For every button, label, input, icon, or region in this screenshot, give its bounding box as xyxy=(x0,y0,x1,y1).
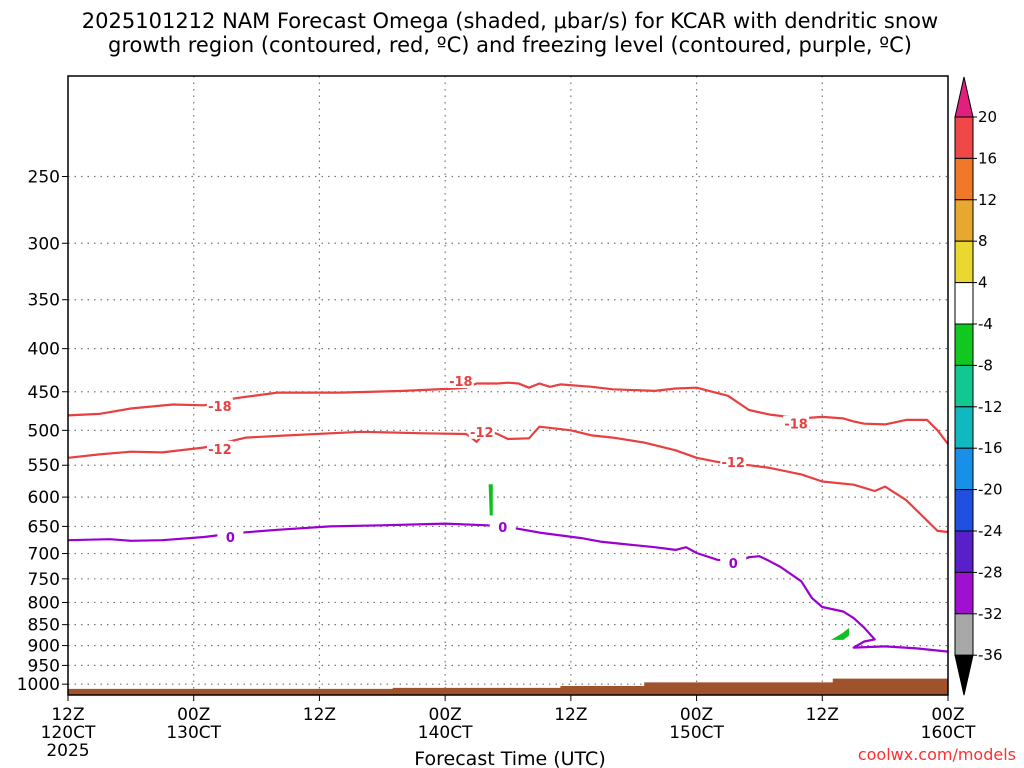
colorbar-label-10: -20 xyxy=(978,481,1003,499)
contour-label-1-2: -18 xyxy=(449,375,473,390)
contour-label-3-1: 0 xyxy=(226,531,235,546)
colorbar-label-5: 4 xyxy=(978,274,988,292)
y-tick-label-850: 850 xyxy=(28,616,60,636)
colorbar-label-8: -12 xyxy=(978,398,1003,416)
contour-line-2 xyxy=(67,425,949,534)
colorbar-band-7 xyxy=(954,364,974,408)
contour-line-3 xyxy=(67,522,949,653)
colorbar-label-13: -32 xyxy=(978,605,1003,623)
x-tick-label-0-2: 120CT xyxy=(41,723,96,743)
colorbar-band-4 xyxy=(954,240,974,284)
contour-label-3-2: 0 xyxy=(498,521,507,536)
x-tick-label-84-1: 00Z xyxy=(931,705,964,725)
contour-label-bg-1-1 xyxy=(206,398,233,414)
x-tick-label-36-1: 00Z xyxy=(429,705,462,725)
contour-layer: -18 -18 -18 -12 -12 -12 0 0 0 xyxy=(67,373,949,653)
y-tick-label-750: 750 xyxy=(28,570,60,590)
contour-label-bg-3-2 xyxy=(489,518,516,534)
colorbar-label-11: -24 xyxy=(978,522,1003,540)
x-axis-title: Forecast Time (UTC) xyxy=(414,748,605,768)
colorbar-label-9: -16 xyxy=(978,439,1003,457)
omega-shading-layer xyxy=(488,484,849,640)
colorbar-band-1 xyxy=(954,116,974,159)
terrain-layer xyxy=(68,678,948,695)
y-axis: 2503003504004505005506006507007508008509… xyxy=(17,168,68,695)
colorbar-label-7: -8 xyxy=(978,356,993,374)
y-tick-label-450: 450 xyxy=(28,383,60,403)
y-tick-label-700: 700 xyxy=(28,545,60,565)
contour-label-bg-3-1 xyxy=(217,528,244,544)
contour-label-bg-2-1 xyxy=(206,440,233,456)
contour-line-1 xyxy=(67,381,949,445)
contour-label-bg-3-3 xyxy=(720,554,747,570)
x-tick-label-60-1: 00Z xyxy=(680,705,713,725)
y-tick-label-600: 600 xyxy=(28,488,60,508)
colorbar-band-2 xyxy=(954,157,974,201)
y-tick-label-550: 550 xyxy=(28,456,60,476)
colorbar-band-3 xyxy=(954,199,974,242)
x-tick-label-12-1: 00Z xyxy=(177,705,210,725)
contour-label-bg-1-3 xyxy=(783,415,810,431)
x-tick-label-84-2: 160CT xyxy=(921,723,976,743)
contour-label-bg-1-2 xyxy=(447,373,474,389)
x-tick-label-72-1: 12Z xyxy=(806,705,839,725)
contour-label-bg-2-3 xyxy=(720,453,747,469)
chart-title-line1: 2025101212 NAM Forecast Omega (shaded, μ… xyxy=(82,9,938,33)
y-tick-label-250: 250 xyxy=(28,168,60,188)
colorbar-label-12: -28 xyxy=(978,563,1003,581)
colorbar-band-5 xyxy=(954,282,974,325)
colorbar-band-9 xyxy=(954,447,974,491)
colorbar-label-1: 20 xyxy=(978,108,997,126)
colorbar-band-10 xyxy=(954,489,974,532)
contour-label-bg-2-2 xyxy=(468,423,495,439)
y-tick-label-500: 500 xyxy=(28,421,60,441)
colorbar-label-14: -36 xyxy=(978,646,1003,664)
contour-label-2-3: -12 xyxy=(721,456,745,471)
colorbar-label-3: 12 xyxy=(978,191,997,209)
contour-label-1-3: -18 xyxy=(784,418,808,433)
colorbar-band-13 xyxy=(954,613,974,656)
y-tick-label-950: 950 xyxy=(28,656,60,676)
x-tick-label-36-2: 140CT xyxy=(418,723,473,743)
x-tick-label-24-1: 12Z xyxy=(303,705,336,725)
colorbar-label-4: 8 xyxy=(978,232,988,250)
credit-text: coolwx.com/models xyxy=(858,745,1016,764)
colorbar-label-2: 16 xyxy=(978,149,997,167)
y-tick-label-400: 400 xyxy=(28,340,60,360)
contour-label-2-2: -12 xyxy=(470,426,494,441)
omega-patch-1 xyxy=(488,484,493,516)
colorbar-band-11 xyxy=(954,530,974,573)
contour-label-2-1: -12 xyxy=(208,443,232,458)
x-tick-label-12-2: 130CT xyxy=(166,723,221,743)
colorbar-top-arrow xyxy=(954,76,974,118)
x-tick-label-60-2: 150CT xyxy=(669,723,724,743)
x-tick-label-0-1: 12Z xyxy=(51,705,84,725)
chart-title-line2: growth region (contoured, red, ºC) and f… xyxy=(108,33,912,57)
y-tick-label-650: 650 xyxy=(28,517,60,537)
contour-label-3-3: 0 xyxy=(729,557,738,572)
colorbar-band-6 xyxy=(954,323,974,366)
plot-frame xyxy=(67,75,949,696)
omega-patch-2 xyxy=(830,627,849,640)
contour-label-1-1: -18 xyxy=(208,400,232,415)
terrain-surface xyxy=(68,678,948,695)
y-tick-label-1000: 1000 xyxy=(17,675,60,695)
colorbar-band-8 xyxy=(954,406,974,449)
colorbar-band-12 xyxy=(954,571,974,615)
y-tick-label-800: 800 xyxy=(28,593,60,613)
y-tick-label-900: 900 xyxy=(28,637,60,657)
colorbar-label-6: -4 xyxy=(978,315,993,333)
colorbar-bottom-arrow xyxy=(954,654,974,696)
y-tick-label-350: 350 xyxy=(28,291,60,311)
colorbar: 20 16 12 8 4 -4 -8 -12 -16 -20 -24 -28 -32 -36 xyxy=(954,76,1003,696)
x-tick-label-48-1: 12Z xyxy=(554,705,587,725)
y-tick-label-300: 300 xyxy=(28,234,60,254)
x-tick-label-0-3: 2025 xyxy=(46,741,89,761)
